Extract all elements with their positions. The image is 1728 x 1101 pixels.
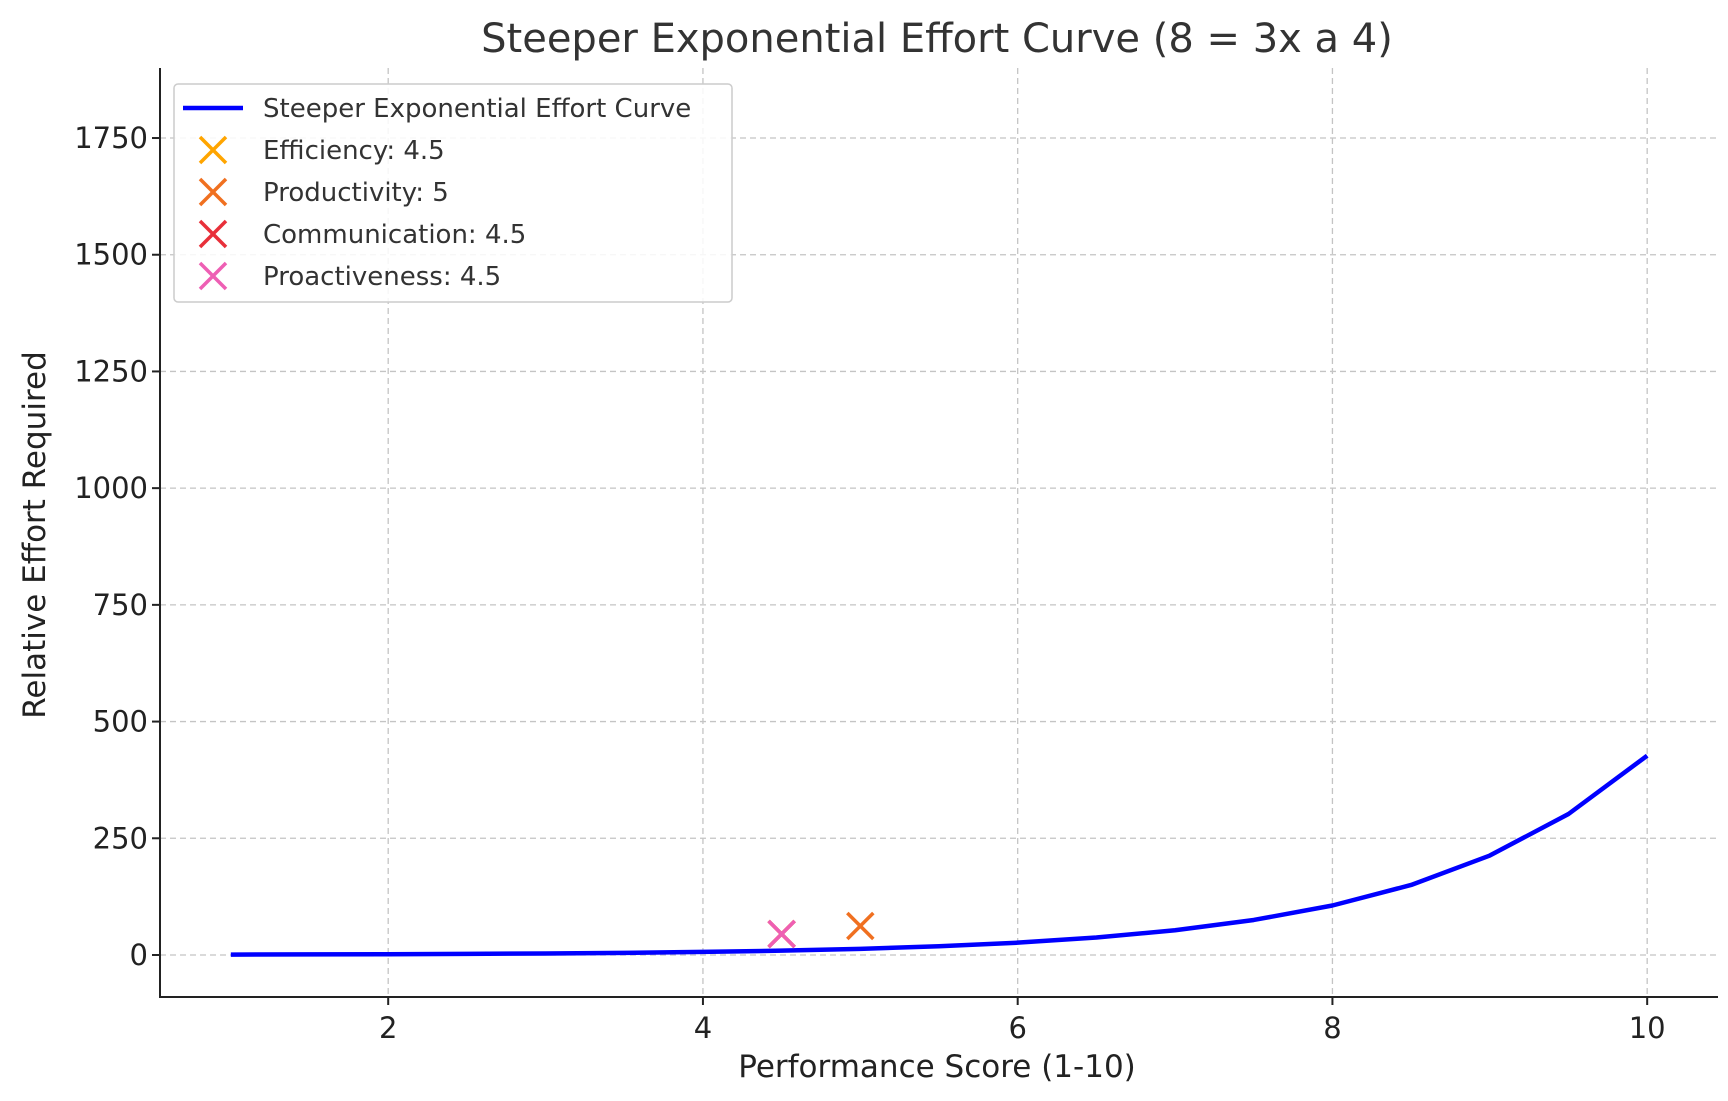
- curve-layer: [230, 753, 1649, 957]
- legend-x-marker: [198, 261, 228, 291]
- data-point-marker-stroke-b: [846, 911, 875, 941]
- legend-entry-label: Efficiency: 4.5: [263, 136, 445, 166]
- y-axis-label: Relative Effort Required: [17, 351, 53, 719]
- effort-curve-line: [230, 753, 1649, 957]
- x-tick-label: 4: [694, 1011, 712, 1045]
- legend: Steeper Exponential Effort Curve Efficien…: [173, 83, 733, 303]
- legend-x-marker-stroke-b: [198, 135, 228, 165]
- chart-title: Steeper Exponential Effort Curve (8 = 3x…: [481, 16, 1393, 62]
- x-tick-label: 6: [1008, 1011, 1026, 1045]
- y-tick-label: 1500: [74, 238, 148, 272]
- legend-x-marker-stroke-b: [198, 177, 228, 207]
- y-tick-label: 750: [93, 588, 148, 622]
- legend-entry-label: Communication: 4.5: [263, 220, 526, 250]
- legend-x-marker: [198, 177, 228, 207]
- legend-entry-label: Productivity: 5: [263, 178, 449, 208]
- x-tick-label: 10: [1629, 1011, 1666, 1045]
- data-point-marker-stroke-b: [767, 919, 796, 949]
- x-tick-label: 2: [379, 1011, 397, 1045]
- x-tick-label: 8: [1323, 1011, 1341, 1045]
- legend-x-marker-stroke-b: [198, 261, 228, 291]
- legend-entry-label: Steeper Exponential Effort Curve: [263, 94, 691, 124]
- legend-x-marker: [198, 219, 228, 249]
- x-axis-label: Performance Score (1-10): [738, 1049, 1136, 1085]
- y-tick-label: 0: [130, 938, 148, 972]
- data-point-marker: [767, 919, 796, 949]
- marker-layer: [767, 911, 875, 949]
- y-tick-label: 1000: [74, 471, 148, 505]
- y-tick-label: 500: [93, 705, 148, 739]
- legend-entry-label: Proactiveness: 4.5: [263, 262, 501, 292]
- y-tick-label: 250: [93, 821, 148, 855]
- legend-x-marker-stroke-b: [198, 219, 228, 249]
- data-point-marker: [846, 911, 875, 941]
- y-tick-label: 1250: [74, 354, 148, 388]
- axes-layer: 2 4 6 8 10 0 250 500 750 1000 1250 1500 1750: [74, 68, 1718, 1045]
- axis-spines: [159, 68, 1718, 998]
- legend-x-marker: [198, 135, 228, 165]
- y-tick-label: 1750: [74, 121, 148, 155]
- legend-box: [173, 83, 733, 303]
